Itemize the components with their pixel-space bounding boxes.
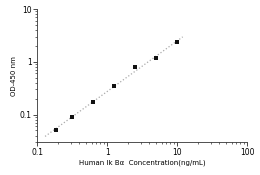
Y-axis label: OD-450 nm: OD-450 nm xyxy=(11,56,17,96)
Point xyxy=(91,100,95,103)
Point xyxy=(54,128,58,131)
X-axis label: Human Ik Bα  Concentration(ng/mL): Human Ik Bα Concentration(ng/mL) xyxy=(79,159,205,166)
Point xyxy=(175,41,179,44)
Point xyxy=(133,66,137,69)
Point xyxy=(154,57,158,59)
Point xyxy=(70,116,74,119)
Point xyxy=(112,85,116,87)
